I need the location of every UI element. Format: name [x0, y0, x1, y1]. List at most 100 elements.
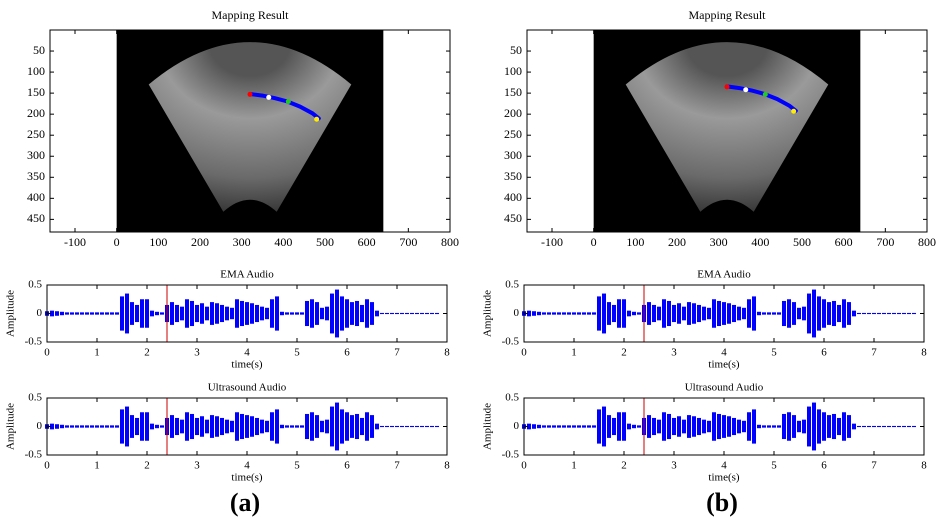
x-tick-label: 8 [921, 347, 927, 359]
x-tick-label: 600 [835, 235, 853, 249]
y-axis-label: Amplitude [5, 403, 17, 450]
x-tick-label: 200 [191, 235, 209, 249]
x-tick-label: 5 [294, 460, 300, 472]
x-tick-label: 1 [571, 347, 577, 359]
x-tick-label: 4 [244, 460, 250, 472]
x-tick-label: 100 [626, 235, 644, 249]
x-tick-label: 5 [294, 347, 300, 359]
x-axis-label: time(s) [231, 359, 262, 371]
x-tick-label: 4 [244, 347, 250, 359]
x-tick-label: 0 [521, 347, 527, 359]
x-tick-label: 0 [591, 235, 597, 249]
sensor-point [247, 91, 253, 97]
y-tick-label: 0.5 [505, 392, 519, 404]
x-tick-label: 5 [771, 347, 777, 359]
y-tick-label: 150 [504, 85, 522, 99]
x-tick-label: 2 [621, 347, 627, 359]
plot-title: Ultrasound Audio [685, 382, 764, 394]
y-tick-label: 0 [37, 420, 43, 432]
plot-title: EMA Audio [697, 269, 751, 281]
x-tick-label: 1 [94, 460, 100, 472]
x-tick-label: 7 [394, 347, 400, 359]
x-tick-label: 300 [233, 235, 251, 249]
panel-label: (a) [230, 488, 260, 517]
sensor-point [266, 94, 272, 100]
x-tick-label: 200 [668, 235, 686, 249]
sensor-point [743, 87, 749, 93]
y-tick-label: 0 [514, 307, 520, 319]
y-tick-label: 400 [27, 190, 45, 204]
x-tick-label: 2 [144, 460, 150, 472]
x-tick-label: 4 [721, 460, 727, 472]
y-tick-label: 450 [504, 211, 522, 225]
x-axis-label: time(s) [231, 472, 262, 484]
x-tick-label: 0 [114, 235, 120, 249]
x-tick-label: 7 [394, 460, 400, 472]
y-tick-label: 450 [27, 211, 45, 225]
plot-title: Mapping Result [212, 8, 290, 22]
y-tick-label: -0.5 [25, 336, 43, 348]
y-tick-label: 50 [510, 43, 522, 57]
sensor-point [724, 84, 730, 90]
sensor-point [314, 116, 320, 122]
sensor-point [762, 91, 768, 97]
y-axis-label: Amplitude [482, 290, 494, 337]
x-tick-label: 8 [444, 347, 450, 359]
x-tick-label: 800 [441, 235, 459, 249]
x-tick-label: -100 [64, 235, 86, 249]
x-tick-label: 100 [149, 235, 167, 249]
x-axis-label: time(s) [708, 359, 739, 371]
x-tick-label: 8 [444, 460, 450, 472]
x-tick-label: 7 [871, 347, 877, 359]
x-tick-label: 3 [671, 347, 677, 359]
y-tick-label: 400 [504, 190, 522, 204]
y-tick-label: 250 [504, 127, 522, 141]
x-tick-label: 3 [671, 460, 677, 472]
y-tick-label: 0.5 [28, 392, 42, 404]
x-tick-label: 3 [194, 460, 200, 472]
x-tick-label: 7 [871, 460, 877, 472]
ultrasound-fan [625, 42, 829, 212]
y-tick-label: 350 [27, 169, 45, 183]
x-tick-label: 6 [821, 347, 827, 359]
x-tick-label: 600 [358, 235, 376, 249]
y-axis-label: Amplitude [482, 403, 494, 450]
plot-title: Ultrasound Audio [208, 382, 287, 394]
x-tick-label: 6 [821, 460, 827, 472]
y-tick-label: -0.5 [25, 449, 43, 461]
x-tick-label: 6 [344, 460, 350, 472]
x-tick-label: 8 [921, 460, 927, 472]
x-tick-label: 500 [316, 235, 334, 249]
plot-title: EMA Audio [220, 269, 274, 281]
x-tick-label: 800 [918, 235, 936, 249]
y-tick-label: 150 [27, 85, 45, 99]
y-tick-label: 300 [504, 148, 522, 162]
x-tick-label: 0 [521, 460, 527, 472]
x-tick-label: 2 [144, 347, 150, 359]
y-tick-label: -0.5 [502, 449, 520, 461]
x-tick-label: 2 [621, 460, 627, 472]
x-tick-label: 300 [710, 235, 728, 249]
x-tick-label: 1 [571, 460, 577, 472]
y-tick-label: 100 [504, 64, 522, 78]
axes-frame [49, 29, 451, 233]
ultrasound-fan [148, 42, 352, 212]
plot-title: Mapping Result [689, 8, 767, 22]
x-tick-label: 3 [194, 347, 200, 359]
y-tick-label: 0.5 [505, 279, 519, 291]
sensor-point [285, 99, 291, 105]
panel-label: (b) [706, 488, 738, 517]
x-tick-label: 400 [274, 235, 292, 249]
x-tick-label: 0 [44, 347, 50, 359]
y-tick-label: 200 [27, 106, 45, 120]
x-tick-label: 500 [793, 235, 811, 249]
y-tick-label: 350 [504, 169, 522, 183]
image-plot: -100 0 100 200 300 400 500 600 700 800 50 100 150 200… [504, 8, 936, 249]
y-tick-label: 100 [27, 64, 45, 78]
y-tick-label: 0.5 [28, 279, 42, 291]
